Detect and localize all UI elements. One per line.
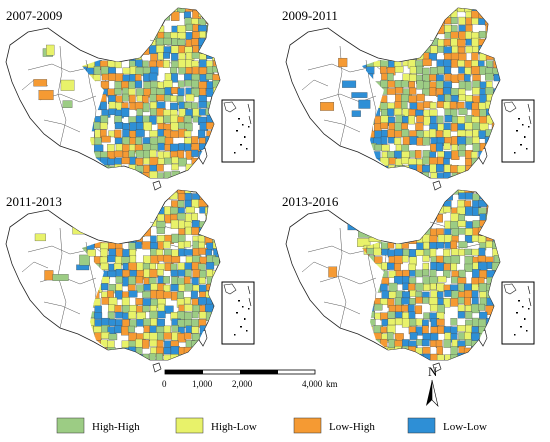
- panel-title: 2013-2016: [282, 194, 339, 209]
- scale-tick-label: 4,000: [302, 379, 323, 389]
- north-arrow: N: [426, 364, 439, 407]
- map-panel-2: 2009-2011: [282, 7, 535, 191]
- scale-tick-label: 0: [162, 379, 167, 389]
- legend-label: Low-Low: [443, 421, 487, 433]
- scale-bar: 0 1,000 2,000 4,000 km: [162, 369, 338, 389]
- legend-label: Low-High: [329, 421, 375, 433]
- panel-title: 2011-2013: [6, 194, 62, 209]
- legend: High-High High-Low Low-High Low-Low: [56, 417, 487, 434]
- scale-tick-label: 1,000: [192, 379, 213, 389]
- legend-swatch-low-low: [407, 417, 436, 434]
- map-panel-1: 2007-2009: [5, 7, 255, 191]
- legend-label: High-Low: [211, 421, 257, 433]
- legend-swatch-high-low: [175, 417, 204, 434]
- legend-swatch-high-high: [56, 417, 85, 434]
- scale-tick-label: 2,000: [232, 379, 253, 389]
- panel-title: 2007-2009: [6, 8, 62, 23]
- panel-title: 2009-2011: [282, 8, 338, 23]
- legend-label: High-High: [92, 421, 140, 433]
- map-panel-4: 2013-2016: [282, 189, 535, 373]
- legend-swatch-low-high: [293, 417, 322, 434]
- map-panel-3: 2011-2013: [5, 189, 255, 373]
- north-arrow-label: N: [428, 364, 438, 379]
- scale-unit: km: [326, 379, 338, 389]
